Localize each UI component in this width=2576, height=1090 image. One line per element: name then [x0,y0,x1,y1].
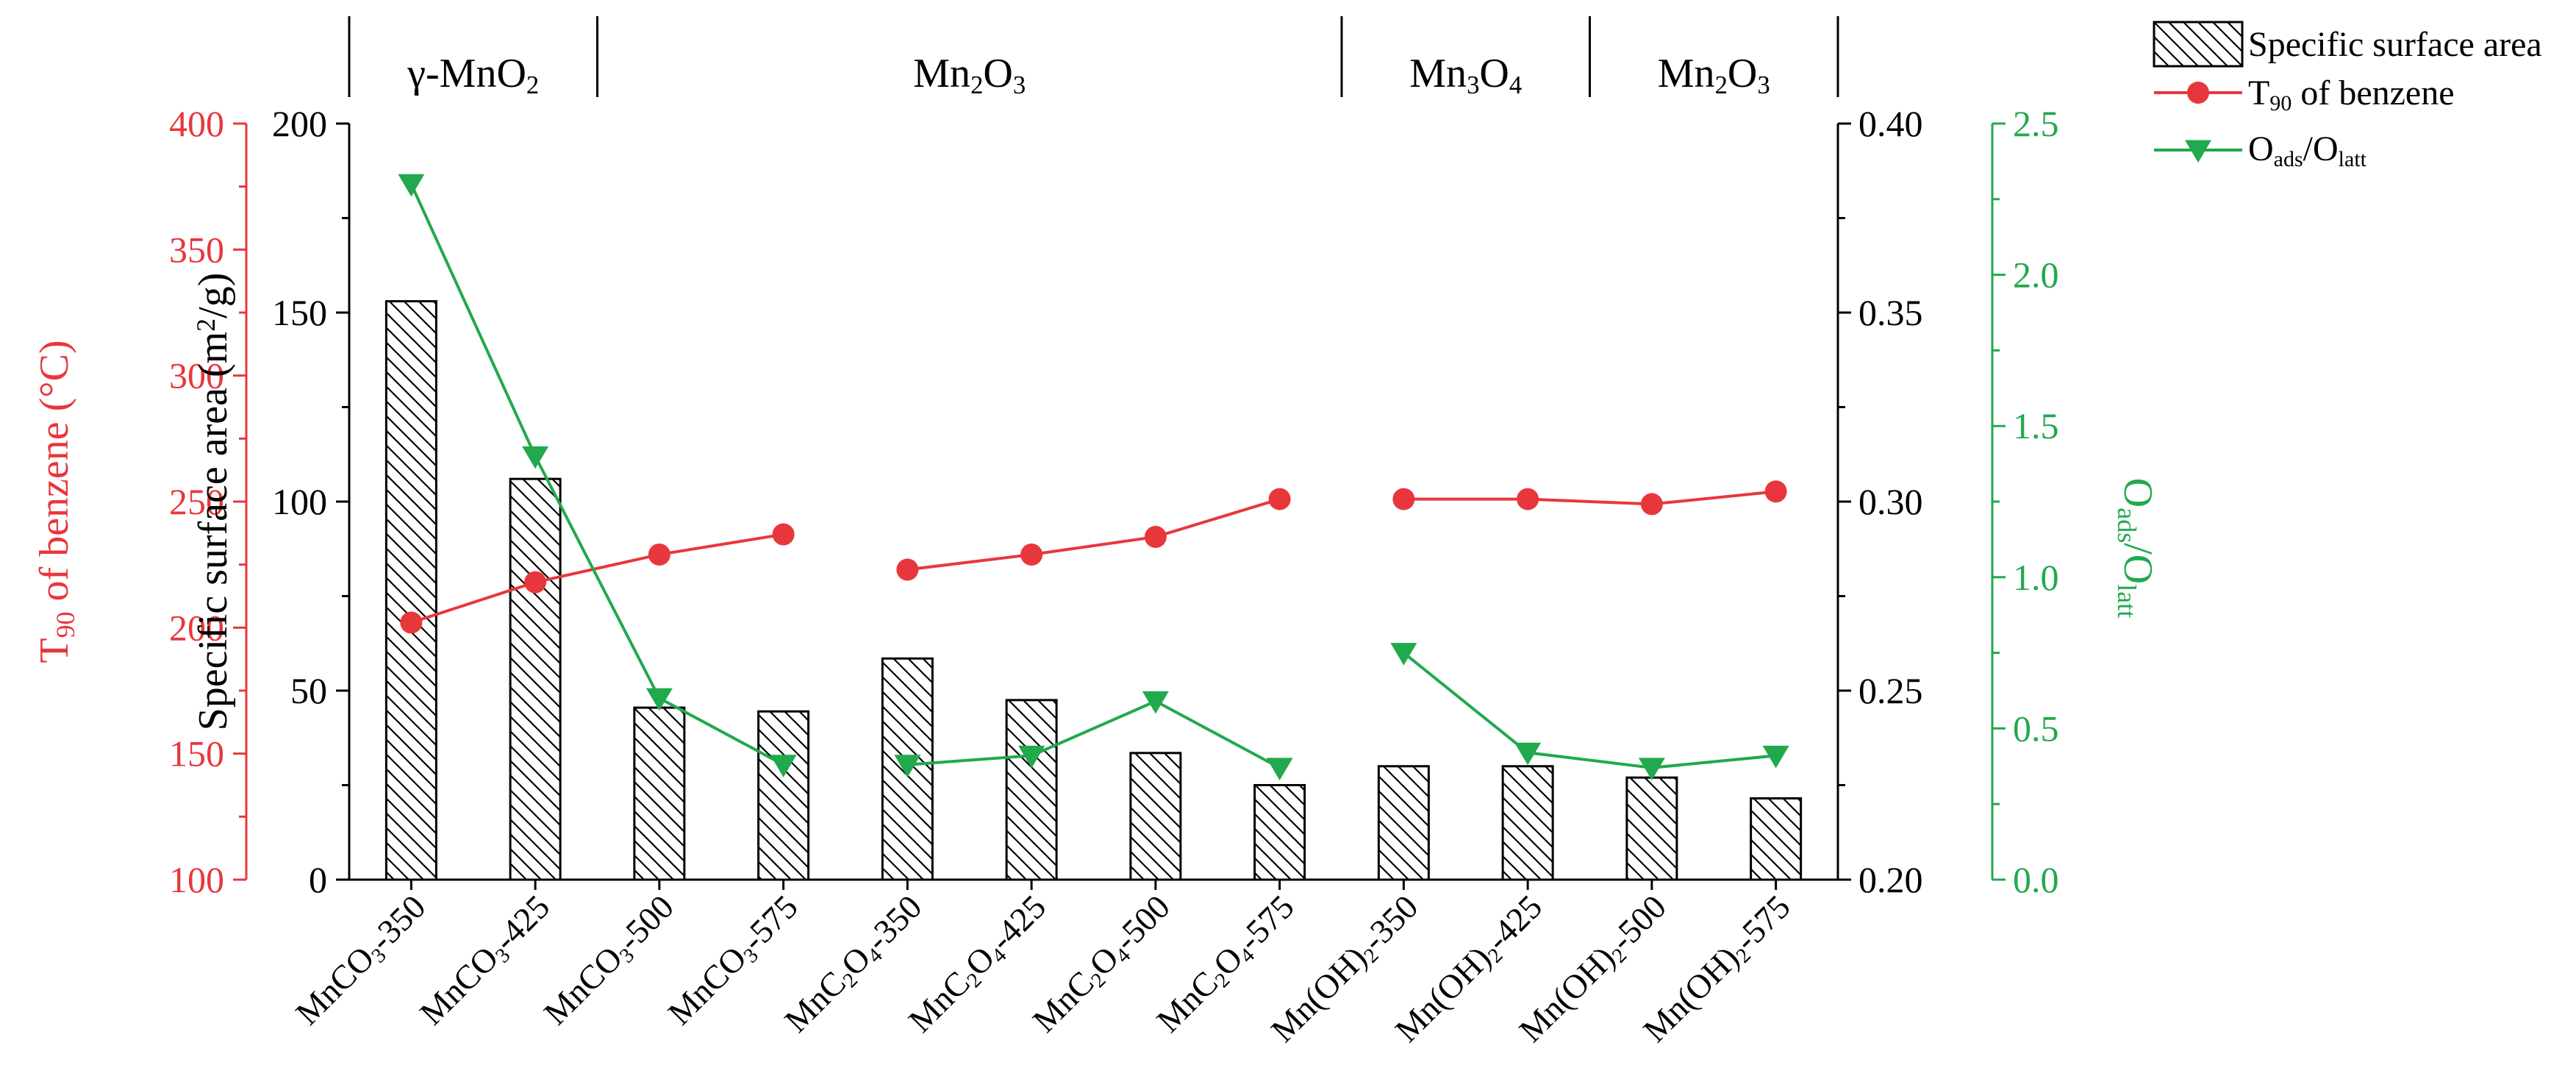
surface-tick-label: 100 [272,481,327,522]
axes-layer [233,16,2006,890]
oads-point [1638,758,1665,780]
surface-tick-label: 200 [272,103,327,144]
series-line-oads [1403,652,1776,769]
category-label: MnCO3-500 [537,888,683,1034]
legend-t90-marker [2187,82,2209,104]
lines-layer [398,174,1789,780]
t90-point [1268,488,1291,510]
oads-point [894,755,921,777]
oads-point [1390,643,1417,666]
oads-point [522,446,549,469]
t90-tick-label: 200 [169,607,224,648]
bars-layer [384,300,1803,881]
oads-point [1514,742,1542,766]
oads-point [645,688,673,711]
oads-tick-label: 0.5 [2013,708,2059,749]
bar-surface-area [1129,752,1182,881]
bar-surface-area [1253,784,1306,881]
t90-tick-label: 100 [169,859,224,900]
bar-surface-area [1501,765,1554,881]
oads-point [398,174,425,197]
phase-label: Mn2O3 [1658,51,1770,99]
t90-tick-label: 350 [169,229,224,270]
right-tick-label: 0.25 [1858,670,1923,711]
right-tick-label: 0.30 [1858,481,1923,522]
legend: Specific surface area T90 of benzene Oads/… [2153,21,2542,171]
oads-tick-label: 2.0 [2013,254,2059,296]
t90-point [400,611,423,634]
t90-point [1640,493,1663,516]
t90-point [524,571,547,594]
oads-point [1142,691,1169,714]
oads-point [1762,745,1789,769]
oads-point [770,755,797,777]
surface-tick-label: 150 [272,292,327,333]
legend-oads-marker [2185,140,2211,163]
oads-tick-label: 0.0 [2013,859,2059,900]
surface-axis-title: Specific surface area (m2/g) [190,273,236,731]
bar-surface-area [509,477,562,881]
t90-tick-label: 250 [169,481,224,522]
oads-axis-title: Oads/Olatt [2112,478,2161,618]
t90-point [896,558,919,581]
t90-point [772,523,795,546]
t90-point [1517,488,1539,510]
t90-point [1144,525,1167,548]
series-line-t90 [410,532,784,624]
surface-tick-label: 50 [290,670,327,711]
t90-point [1764,480,1787,503]
bar-surface-area [1750,797,1803,881]
surface-tick-label: 0 [309,859,327,900]
legend-surface-area-label: Specific surface area [2248,25,2542,64]
t90-tick-label: 150 [169,733,224,774]
phase-label: Mn2O3 [913,51,1026,99]
legend-bar-swatch [2153,21,2244,68]
oads-tick-label: 1.0 [2013,557,2059,598]
series-line-t90 [1403,490,1776,506]
legend-t90-label: T90 of benzene [2248,74,2455,115]
t90-tick-label: 400 [169,103,224,144]
right-tick-label: 0.40 [1858,103,1923,144]
labels-layer: 100 150 200 250 300 350 400 T90 of benzene (°C)… [32,51,2161,1050]
oads-tick-label: 2.5 [2013,103,2059,144]
t90-point [1020,543,1043,566]
t90-tick-label: 300 [169,355,224,396]
category-label: MnCO3-425 [412,888,559,1034]
t90-axis-title: T90 of benzene (°C) [32,340,80,663]
right-tick-label: 0.35 [1858,292,1923,333]
phase-label: Mn3O4 [1409,51,1522,99]
bar-surface-area [633,706,686,881]
series-line-oads [907,699,1281,769]
legend-oads-label: Oads/Olatt [2248,129,2367,171]
right-tick-label: 0.20 [1858,859,1923,900]
category-label: MnCO3-350 [288,888,434,1034]
bar-surface-area [757,710,810,881]
bar-surface-area [1005,699,1058,881]
bar-surface-area [1377,765,1430,881]
series-line-oads [409,183,784,766]
phase-label: γ-MnO2 [407,51,539,99]
bar-surface-area [384,300,437,881]
t90-point [1392,488,1415,510]
series-line-t90 [907,497,1281,571]
t90-point [648,543,670,566]
bar-surface-area [1625,776,1678,881]
oads-point [1266,758,1293,780]
oads-point [1018,745,1045,769]
oads-tick-label: 1.5 [2013,405,2059,446]
